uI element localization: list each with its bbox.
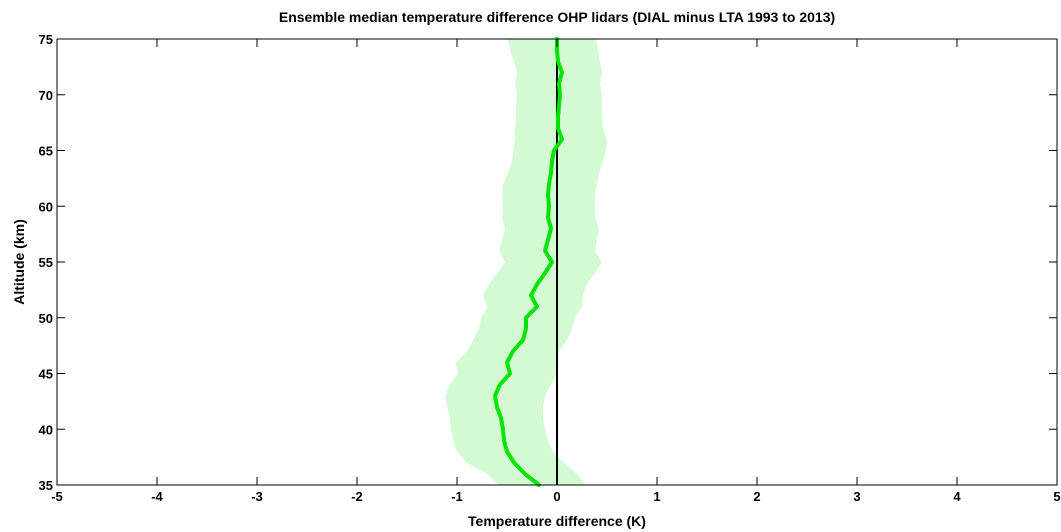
y-tick-label: 70 [39,88,53,103]
y-tick-label: 65 [39,144,53,159]
y-tick-label: 55 [39,255,53,270]
x-tick-label: -1 [451,489,463,504]
spread-band [445,39,607,485]
median-line [493,37,564,487]
y-tick-label: 50 [39,311,53,326]
y-tick-label: 40 [39,422,53,437]
plot-area [445,37,607,487]
x-tick-label: 4 [953,489,961,504]
x-tick-label: -4 [151,489,163,504]
y-tick-label: 60 [39,199,53,214]
y-tick-label: 75 [39,32,53,47]
x-tick-label: 3 [853,489,860,504]
y-tick-label: 35 [39,478,53,493]
x-tick-label: -3 [251,489,263,504]
chart-title: Ensemble median temperature difference O… [279,9,835,25]
x-tick-label: 2 [753,489,760,504]
x-tick-label: 1 [653,489,660,504]
y-axis-label: Altitude (km) [11,219,27,305]
y-tick-label: 45 [39,367,53,382]
x-tick-label: 0 [553,489,560,504]
x-tick-label: -5 [51,489,63,504]
x-tick-label: -2 [351,489,363,504]
x-tick-label: 5 [1053,489,1060,504]
x-axis-label: Temperature difference (K) [468,513,646,529]
